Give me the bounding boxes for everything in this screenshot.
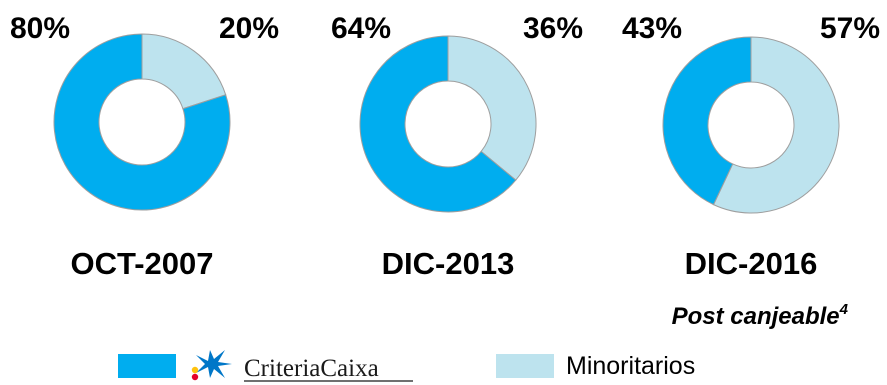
donut-slice-minoritarios-2 bbox=[712, 36, 840, 214]
legend: CriteriaCaixa Minoritarios bbox=[118, 350, 695, 382]
legend-label-minoritarios: Minoritarios bbox=[566, 352, 695, 380]
legend-label-criteriacaixa: CriteriaCaixa bbox=[244, 355, 379, 382]
donut-slice-criteriacaixa-2 bbox=[662, 36, 752, 206]
pct-label-criteriacaixa-2: 43% bbox=[622, 12, 682, 45]
pct-label-minoritarios-0: 20% bbox=[219, 12, 279, 45]
chart-title-dic-2013: DIC-2013 bbox=[382, 246, 515, 281]
chart-title-dic-2016: DIC-2016 bbox=[685, 246, 818, 281]
pct-label-minoritarios-2: 57% bbox=[820, 12, 880, 45]
donut-slice-criteriacaixa-0 bbox=[53, 33, 231, 211]
chart-title-oct-2007: OCT-2007 bbox=[70, 246, 213, 281]
donut-slice-criteriacaixa-1 bbox=[359, 35, 517, 213]
legend-swatch-minoritarios bbox=[496, 354, 554, 378]
post-canjeable-text: Post canjeable bbox=[672, 303, 840, 330]
donut-slice-minoritarios-1 bbox=[447, 35, 537, 181]
footnote-superscript: 4 bbox=[839, 301, 849, 318]
post-canjeable-note: Post canjeable4 bbox=[672, 301, 849, 330]
pct-label-criteriacaixa-0: 80% bbox=[10, 12, 70, 45]
pct-label-criteriacaixa-1: 64% bbox=[331, 12, 391, 45]
pct-label-minoritarios-1: 36% bbox=[523, 12, 583, 45]
donut-slice-minoritarios-0 bbox=[141, 33, 227, 110]
criteriacaixa-star-icon bbox=[191, 350, 232, 381]
legend-swatch-criteriacaixa bbox=[118, 354, 176, 378]
donut-group: 80% 20% 64% 36% 43% 57% bbox=[10, 12, 880, 214]
